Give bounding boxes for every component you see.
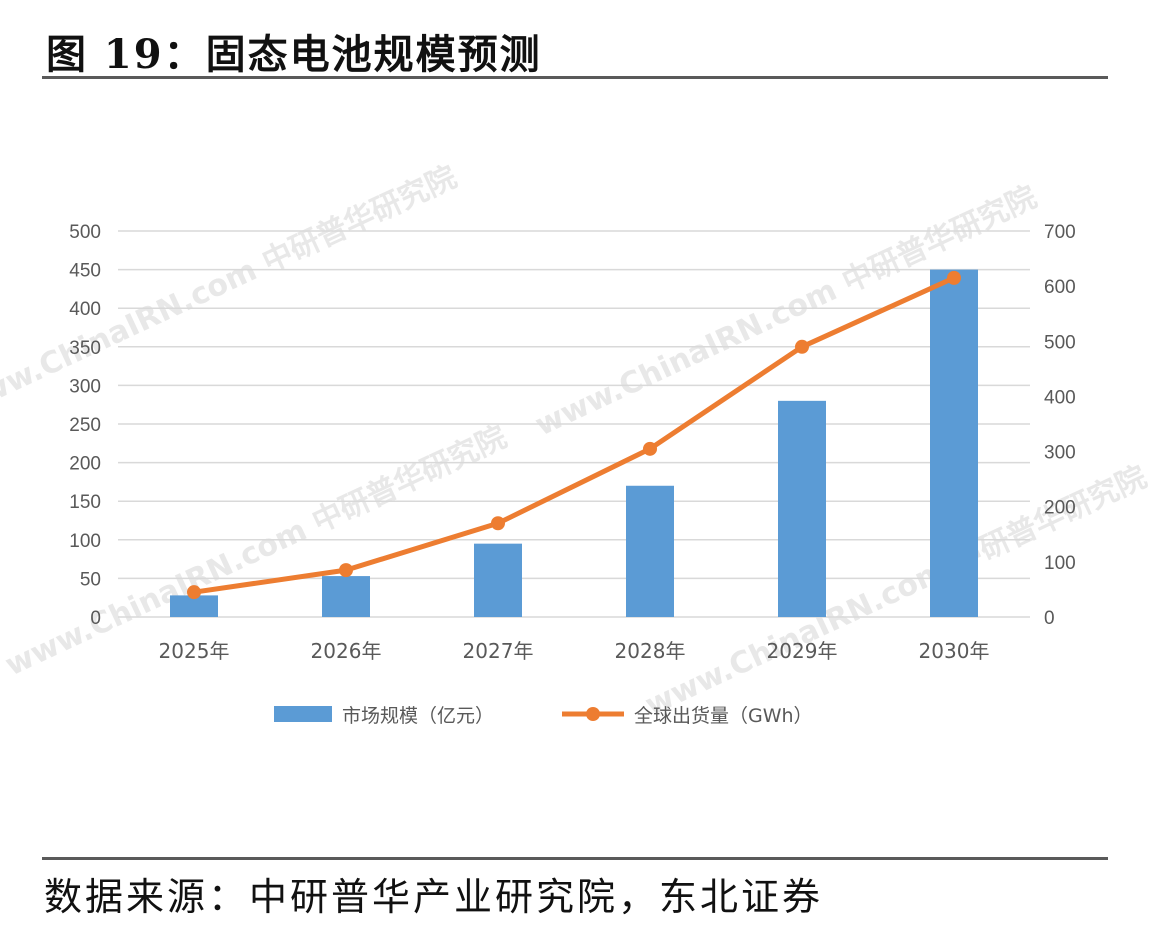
- bar: [322, 576, 370, 617]
- bar: [626, 485, 674, 617]
- bar: [778, 400, 826, 617]
- y-axis-left: 0 50 100 150 200 250 300 350 400 450 500: [69, 222, 101, 629]
- x-category-label: 2030年: [919, 639, 990, 663]
- x-axis: 2025年 2026年 2027年 2028年 2029年 2030年: [159, 639, 990, 663]
- source-rule: [42, 857, 1108, 860]
- legend-label-bar: 市场规模（亿元）: [342, 705, 494, 727]
- line-series: [187, 270, 961, 600]
- y-left-tick-label: 0: [90, 608, 101, 629]
- y-left-tick-label: 350: [69, 338, 101, 359]
- y-right-tick-label: 500: [1044, 332, 1076, 353]
- bar: [930, 269, 978, 617]
- line-point: [795, 339, 809, 354]
- y-left-tick-label: 100: [69, 531, 101, 552]
- title-rule: [42, 76, 1108, 79]
- y-left-tick-label: 300: [69, 376, 101, 397]
- y-axis-right: 0 100 200 300 400 500 600 700: [1044, 222, 1076, 629]
- y-right-tick-label: 400: [1044, 387, 1076, 408]
- line-series-path: [191, 275, 957, 595]
- legend-label-line: 全球出货量（GWh）: [634, 705, 813, 727]
- line-point: [339, 563, 353, 578]
- line-point: [491, 516, 505, 531]
- y-right-tick-label: 200: [1044, 498, 1076, 519]
- y-left-tick-label: 200: [69, 454, 101, 475]
- line-point: [643, 441, 657, 456]
- legend-swatch-bar: [274, 706, 332, 722]
- y-left-tick-label: 450: [69, 261, 101, 282]
- grid-lines: [118, 230, 1030, 618]
- y-left-tick-label: 250: [69, 415, 101, 436]
- y-right-tick-label: 600: [1044, 277, 1076, 298]
- x-category-label: 2029年: [767, 639, 838, 663]
- legend: 市场规模（亿元） 全球出货量（GWh）: [274, 705, 813, 727]
- y-left-tick-label: 150: [69, 492, 101, 513]
- figure-title: 图 19：固态电池规模预测: [46, 31, 542, 78]
- x-category-label: 2028年: [615, 639, 686, 663]
- y-right-tick-label: 0: [1044, 608, 1055, 629]
- y-right-tick-label: 700: [1044, 222, 1076, 243]
- y-right-tick-label: 300: [1044, 443, 1076, 464]
- bar: [170, 595, 218, 617]
- line-point: [947, 270, 961, 285]
- legend-swatch-marker: [586, 707, 600, 721]
- y-left-tick-label: 500: [69, 222, 101, 243]
- x-category-label: 2027年: [463, 639, 534, 663]
- source-note: 数据来源：中研普华产业研究院，东北证券: [44, 875, 824, 919]
- y-right-tick-label: 100: [1044, 553, 1076, 574]
- x-category-label: 2026年: [311, 639, 382, 663]
- bar-series: [170, 269, 978, 617]
- bar: [474, 543, 522, 617]
- line-point: [187, 585, 201, 600]
- y-left-tick-label: 400: [69, 299, 101, 320]
- x-category-label: 2025年: [159, 639, 230, 663]
- y-left-tick-label: 50: [80, 569, 101, 590]
